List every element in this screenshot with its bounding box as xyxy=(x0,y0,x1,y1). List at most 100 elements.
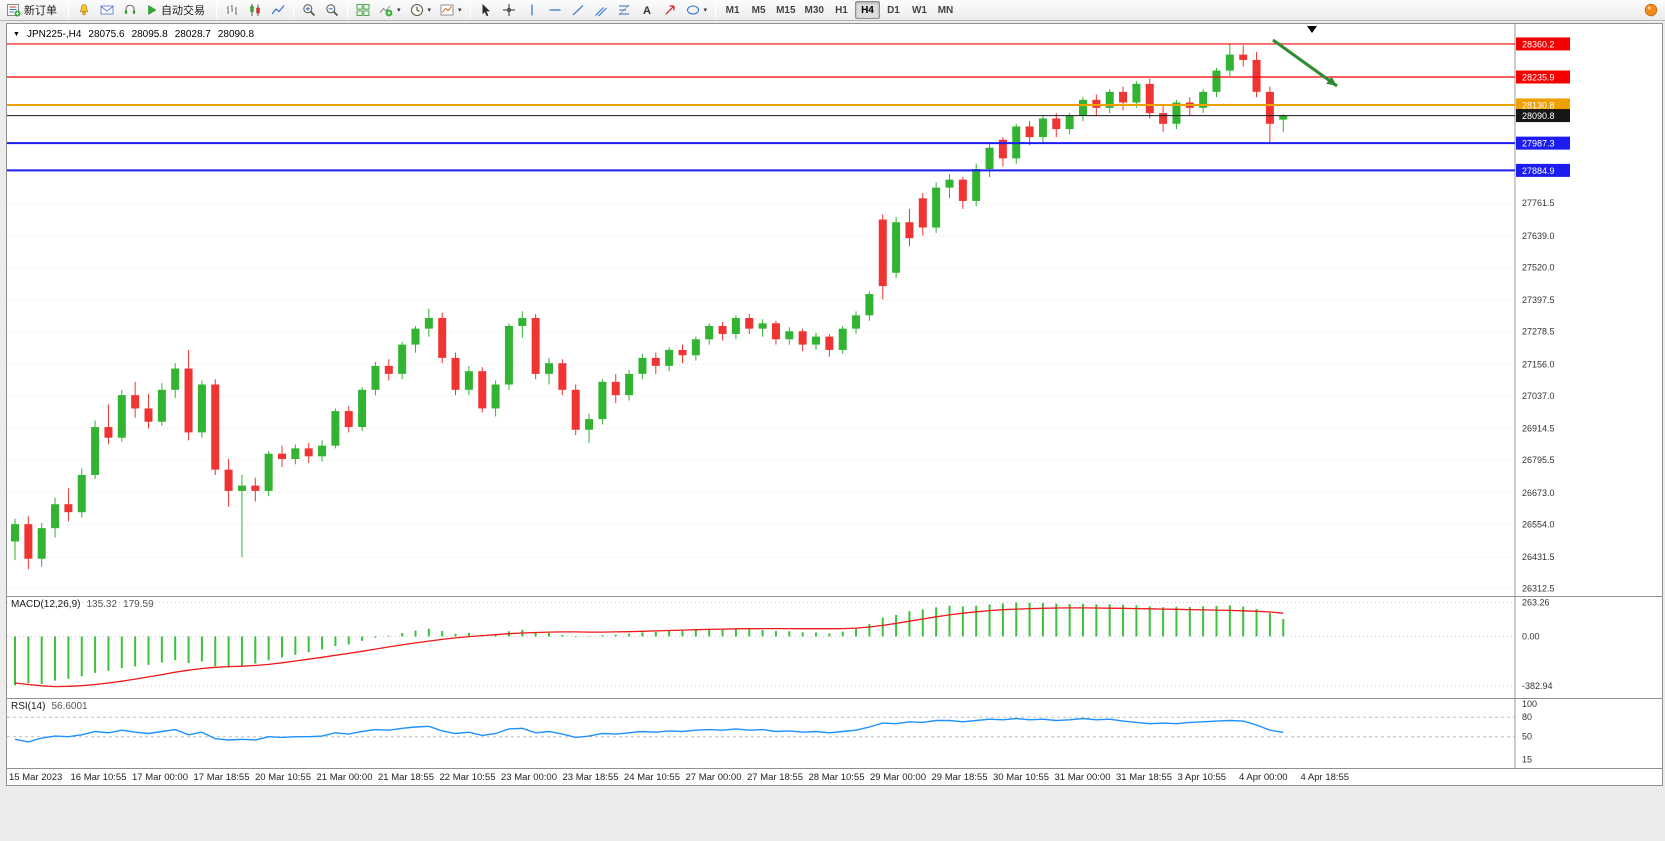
svg-text:27884.9: 27884.9 xyxy=(1522,166,1555,176)
autotrading-button[interactable]: 自动交易 xyxy=(142,1,212,19)
timeframe-m30-button[interactable]: M30 xyxy=(804,4,824,16)
time-label: 4 Apr 18:55 xyxy=(1300,772,1350,783)
rsi-panel: 100 80 50 15 RSI(14) 56.6001 xyxy=(7,698,1662,768)
svg-text:27520.0: 27520.0 xyxy=(1522,262,1555,272)
tile-windows-icon xyxy=(356,4,370,16)
time-label: 29 Mar 18:55 xyxy=(931,772,988,783)
vertical-line-button[interactable] xyxy=(521,1,543,19)
ohlc-high: 28095.8 xyxy=(131,29,168,40)
candles-layer xyxy=(11,43,1288,570)
line-chart-button[interactable] xyxy=(267,1,289,19)
new-order-button[interactable]: 新订单 xyxy=(3,1,64,19)
shapes-button[interactable]: ▾ xyxy=(682,1,712,19)
rsi-line xyxy=(14,717,1284,743)
dropdown-caret-icon: ▾ xyxy=(427,7,432,14)
arrow-annotation xyxy=(1272,38,1338,88)
macd-chart-surface[interactable]: 263.26 0.00 -382.94 xyxy=(7,597,1662,698)
timeframe-d1-button[interactable]: D1 xyxy=(887,4,900,16)
macd-histogram xyxy=(14,602,1285,686)
indicators-button[interactable]: ▾ xyxy=(375,1,405,19)
price-panel: 27761.5 27639.0 27520.0 27397.5 27278.5 27156… xyxy=(7,24,1662,596)
new-order-label: 新订单 xyxy=(24,5,57,17)
time-label: 21 Mar 18:55 xyxy=(378,772,434,783)
macd-panel: 263.26 0.00 -382.94 MACD(12,26,9) 135.32 1… xyxy=(7,596,1662,698)
arrows-tool-button[interactable] xyxy=(659,1,681,19)
svg-text:263.26: 263.26 xyxy=(1522,597,1550,607)
svg-text:50: 50 xyxy=(1522,732,1532,742)
templates-button[interactable]: ▾ xyxy=(436,1,466,19)
ellipse-shape-icon xyxy=(686,5,699,15)
tile-windows-button[interactable] xyxy=(352,1,374,19)
dropdown-caret-icon: ▾ xyxy=(458,7,462,14)
svg-text:0.00: 0.00 xyxy=(1522,631,1540,641)
toolbar: 新订单 自动交易 ▾ ▾ ▾ xyxy=(0,0,1665,21)
fibonacci-button[interactable] xyxy=(613,1,635,19)
support-button[interactable] xyxy=(119,1,141,19)
text-tool-button[interactable]: A xyxy=(636,1,658,19)
macd-label: MACD(12,26,9) 135.32 179.59 xyxy=(11,599,154,610)
toolbar-separator xyxy=(68,2,69,18)
symbol-dropdown-icon[interactable]: ▼ xyxy=(13,31,20,38)
svg-text:-382.94: -382.94 xyxy=(1522,681,1553,691)
timeframe-m1-button[interactable]: M1 xyxy=(725,4,740,16)
alerts-button[interactable] xyxy=(73,1,95,19)
workspace: 27761.5 27639.0 27520.0 27397.5 27278.5 27156… xyxy=(0,21,1665,841)
zoom-in-button[interactable] xyxy=(298,1,320,19)
svg-text:27278.5: 27278.5 xyxy=(1522,327,1555,337)
svg-text:27156.0: 27156.0 xyxy=(1522,359,1555,369)
svg-text:28235.9: 28235.9 xyxy=(1522,72,1555,82)
channel-button[interactable] xyxy=(590,1,612,19)
clock-icon xyxy=(410,4,423,16)
cursor-button[interactable] xyxy=(475,1,497,19)
svg-text:100: 100 xyxy=(1522,699,1537,709)
svg-text:26312.5: 26312.5 xyxy=(1522,584,1555,594)
autoscroll-marker[interactable] xyxy=(1307,26,1317,33)
crosshair-icon xyxy=(502,4,515,16)
price-chart-surface[interactable]: 27761.5 27639.0 27520.0 27397.5 27278.5 27156… xyxy=(7,24,1662,596)
svg-text:27639.0: 27639.0 xyxy=(1522,231,1555,241)
candlestick-chart-button[interactable] xyxy=(244,1,266,19)
svg-text:26795.5: 26795.5 xyxy=(1522,455,1555,465)
time-label: 31 Mar 18:55 xyxy=(1116,772,1172,783)
indicators-icon xyxy=(379,5,393,17)
dropdown-caret-icon: ▾ xyxy=(397,7,401,14)
timeframe-h1-button[interactable]: H1 xyxy=(835,4,848,16)
cursor-icon xyxy=(482,4,490,17)
new-order-icon xyxy=(7,4,21,17)
line-chart-icon xyxy=(271,5,285,15)
zoom-out-button[interactable] xyxy=(321,1,343,19)
channel-icon xyxy=(594,7,607,17)
crosshair-button[interactable] xyxy=(498,1,520,19)
svg-text:26554.0: 26554.0 xyxy=(1522,519,1555,529)
time-label: 15 Mar 2023 xyxy=(9,772,63,783)
rsi-name: RSI(14) xyxy=(11,701,46,712)
rsi-chart-surface[interactable]: 100 80 50 15 xyxy=(7,699,1662,768)
horizontal-line-button[interactable] xyxy=(544,1,566,19)
time-axis[interactable]: 15 Mar 2023 16 Mar 10:55 17 Mar 00:00 17 Ma… xyxy=(7,768,1662,785)
bar-chart-button[interactable] xyxy=(221,1,243,19)
svg-text:80: 80 xyxy=(1522,712,1532,722)
timeframe-mn-button[interactable]: MN xyxy=(937,4,954,16)
time-label: 27 Mar 18:55 xyxy=(747,772,803,783)
trendline-button[interactable] xyxy=(567,1,589,19)
bell-icon xyxy=(80,4,88,16)
mailbox-button[interactable] xyxy=(96,1,118,19)
horizontal-line-icon xyxy=(549,9,561,11)
notification-button[interactable] xyxy=(1640,1,1662,19)
time-label: 17 Mar 00:00 xyxy=(132,772,188,783)
time-label: 3 Apr 10:55 xyxy=(1177,772,1227,783)
timeframe-m5-button[interactable]: M5 xyxy=(751,4,766,16)
timeframe-m15-button[interactable]: M15 xyxy=(776,4,796,16)
timeframe-h4-button[interactable]: H4 xyxy=(854,1,880,19)
periods-button[interactable]: ▾ xyxy=(406,1,436,19)
symbol-label: JPN225-,H4 xyxy=(26,29,82,40)
svg-text:A: A xyxy=(643,5,651,17)
time-label: 21 Mar 00:00 xyxy=(316,772,373,783)
trendline-icon xyxy=(572,5,583,16)
svg-text:28130.8: 28130.8 xyxy=(1522,100,1555,110)
svg-text:26914.5: 26914.5 xyxy=(1522,424,1555,434)
timeframe-w1-button[interactable]: W1 xyxy=(911,4,927,16)
time-label: 22 Mar 10:55 xyxy=(439,772,496,783)
time-label: 31 Mar 00:00 xyxy=(1054,772,1111,783)
